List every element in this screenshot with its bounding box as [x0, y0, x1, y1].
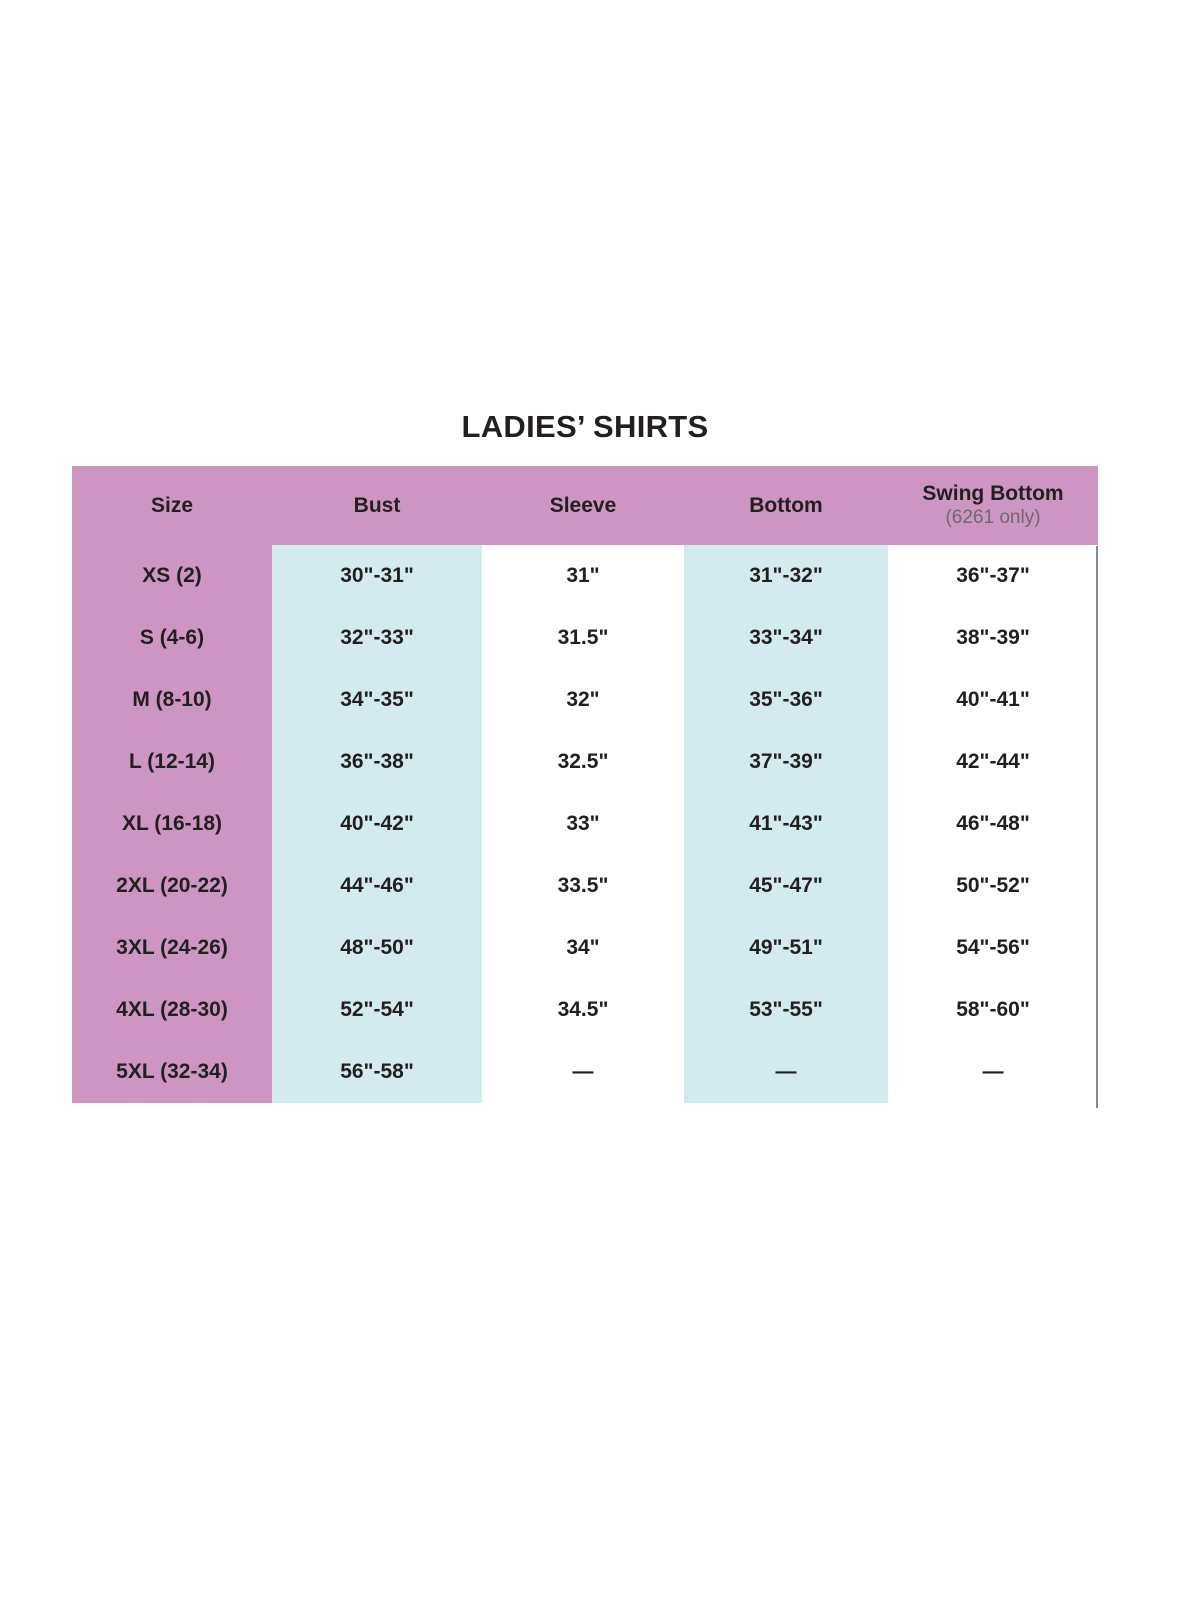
- cell-swing-bottom: 42"-44": [888, 731, 1098, 794]
- cell-bottom: 31"-32": [684, 545, 888, 608]
- cell-bottom: —: [684, 1041, 888, 1104]
- cell-size: 2XL (20-22): [72, 855, 272, 918]
- column-header-label: Size: [150, 493, 194, 517]
- column-header-label: Sleeve: [549, 493, 617, 517]
- cell-bust: 36"-38": [272, 731, 482, 794]
- column-header-bust: Bust: [272, 466, 482, 546]
- cell-swing-bottom: 38"-39": [888, 607, 1098, 670]
- cell-sleeve: 34": [482, 917, 684, 980]
- cell-bust: 44"-46": [272, 855, 482, 918]
- table-row: 2XL (20-22) 44"-46" 33.5" 45"-47" 50"-52…: [72, 855, 1098, 918]
- cell-bottom: 33"-34": [684, 607, 888, 670]
- table-row: M (8-10) 34"-35" 32" 35"-36" 40"-41": [72, 669, 1098, 732]
- table-right-rule: [1096, 546, 1098, 1108]
- cell-swing-bottom: 50"-52": [888, 855, 1098, 918]
- table-row: 5XL (32-34) 56"-58" — — —: [72, 1041, 1098, 1104]
- cell-size: S (4-6): [72, 607, 272, 670]
- table-row: L (12-14) 36"-38" 32.5" 37"-39" 42"-44": [72, 731, 1098, 794]
- column-header-label: Bust: [353, 493, 401, 517]
- cell-bottom: 49"-51": [684, 917, 888, 980]
- cell-sleeve: 33.5": [482, 855, 684, 918]
- cell-bottom: 45"-47": [684, 855, 888, 918]
- size-chart-table: Size Bust Sleeve Bottom Swing Bottom (62…: [72, 466, 1098, 1104]
- table-row: XS (2) 30"-31" 31" 31"-32" 36"-37": [72, 545, 1098, 608]
- table-row: S (4-6) 32"-33" 31.5" 33"-34" 38"-39": [72, 607, 1098, 670]
- column-header-note: (6261 only): [945, 507, 1041, 529]
- cell-bottom: 37"-39": [684, 731, 888, 794]
- cell-swing-bottom: 40"-41": [888, 669, 1098, 732]
- cell-sleeve: 31": [482, 545, 684, 608]
- cell-swing-bottom: 46"-48": [888, 793, 1098, 856]
- cell-sleeve: 31.5": [482, 607, 684, 670]
- cell-size: 3XL (24-26): [72, 917, 272, 980]
- cell-size: L (12-14): [72, 731, 272, 794]
- cell-bust: 32"-33": [272, 607, 482, 670]
- cell-sleeve: —: [482, 1041, 684, 1104]
- cell-size: M (8-10): [72, 669, 272, 732]
- cell-sleeve: 33": [482, 793, 684, 856]
- table-header-row: Size Bust Sleeve Bottom Swing Bottom (62…: [72, 466, 1098, 546]
- cell-sleeve: 34.5": [482, 979, 684, 1042]
- cell-bust: 30"-31": [272, 545, 482, 608]
- cell-swing-bottom: 54"-56": [888, 917, 1098, 980]
- column-header-label: Bottom: [749, 493, 823, 517]
- table-row: 3XL (24-26) 48"-50" 34" 49"-51" 54"-56": [72, 917, 1098, 980]
- cell-size: XS (2): [72, 545, 272, 608]
- column-header-sleeve: Sleeve: [482, 466, 684, 546]
- cell-bottom: 41"-43": [684, 793, 888, 856]
- page-title: LADIES’ SHIRTS: [461, 409, 709, 444]
- cell-bust: 52"-54": [272, 979, 482, 1042]
- cell-bust: 48"-50": [272, 917, 482, 980]
- cell-size: XL (16-18): [72, 793, 272, 856]
- table-body: XS (2) 30"-31" 31" 31"-32" 36"-37" S (4-…: [72, 545, 1098, 1104]
- cell-swing-bottom: 36"-37": [888, 545, 1098, 608]
- column-header-bottom: Bottom: [684, 466, 888, 546]
- table-row: 4XL (28-30) 52"-54" 34.5" 53"-55" 58"-60…: [72, 979, 1098, 1042]
- cell-bottom: 53"-55": [684, 979, 888, 1042]
- cell-sleeve: 32": [482, 669, 684, 732]
- table-header: Size Bust Sleeve Bottom Swing Bottom (62…: [72, 466, 1098, 546]
- column-header-swing-bottom: Swing Bottom (6261 only): [888, 466, 1098, 546]
- cell-bust: 40"-42": [272, 793, 482, 856]
- column-header-size: Size: [72, 466, 272, 546]
- cell-sleeve: 32.5": [482, 731, 684, 794]
- cell-swing-bottom: —: [888, 1041, 1098, 1104]
- table-row: XL (16-18) 40"-42" 33" 41"-43" 46"-48": [72, 793, 1098, 856]
- cell-swing-bottom: 58"-60": [888, 979, 1098, 1042]
- cell-bottom: 35"-36": [684, 669, 888, 732]
- cell-size: 4XL (28-30): [72, 979, 272, 1042]
- cell-bust: 56"-58": [272, 1041, 482, 1104]
- cell-size: 5XL (32-34): [72, 1041, 272, 1104]
- size-chart: LADIES’ SHIRTS Size Bust Sleeve Bott: [72, 409, 1098, 1108]
- cell-bust: 34"-35": [272, 669, 482, 732]
- column-header-label: Swing Bottom: [922, 482, 1064, 506]
